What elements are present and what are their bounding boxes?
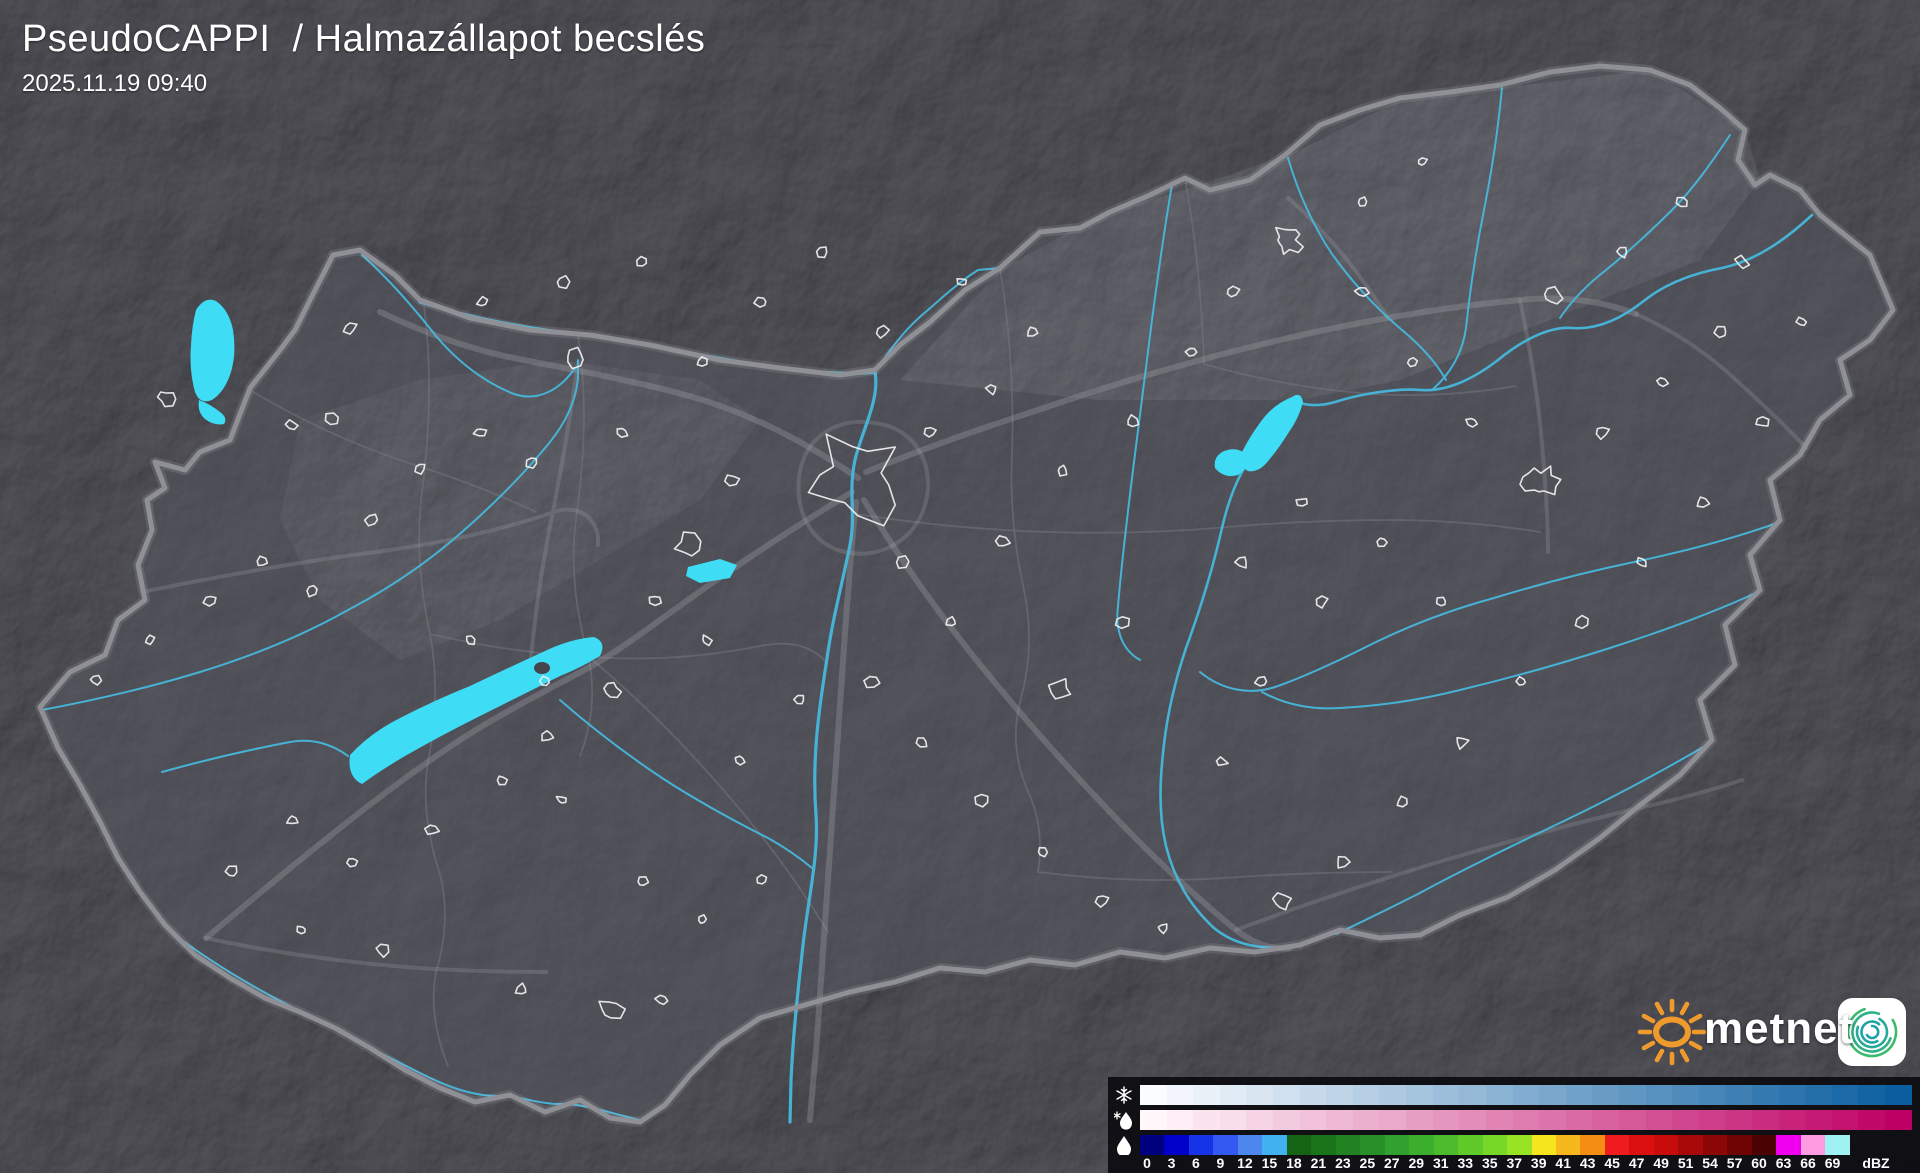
metnet-app-icon bbox=[1838, 998, 1906, 1066]
metnet-logo bbox=[1637, 998, 1906, 1066]
snowflake-icon bbox=[1108, 1086, 1140, 1104]
motorway-m3 bbox=[863, 295, 1639, 475]
unit-label: dBZ bbox=[1862, 1155, 1890, 1171]
legend-row-rain bbox=[1108, 1135, 1920, 1155]
tick-label: 31 bbox=[1432, 1155, 1449, 1171]
city-outlines bbox=[89, 157, 1808, 1020]
tick-label: 37 bbox=[1506, 1155, 1523, 1171]
tick-label: 45 bbox=[1604, 1155, 1620, 1171]
tick-label: 33 bbox=[1457, 1155, 1474, 1171]
tick-label: 12 bbox=[1237, 1155, 1253, 1171]
river-sio bbox=[559, 699, 813, 869]
river-sajo bbox=[1287, 157, 1447, 381]
tick-label: 29 bbox=[1408, 1155, 1425, 1171]
tick-label: 21 bbox=[1310, 1155, 1327, 1171]
river-zagyva bbox=[1116, 184, 1173, 661]
header: PseudoCAPPI / Halmazállapot becslés 2025… bbox=[22, 18, 705, 98]
tick-label: 57 bbox=[1726, 1155, 1743, 1171]
tick-label: 54 bbox=[1702, 1155, 1718, 1171]
motorway-m6 bbox=[807, 499, 859, 1123]
tick-label: 69 bbox=[1824, 1155, 1841, 1171]
tick-label: 6 bbox=[1192, 1155, 1200, 1171]
river-koros-2 bbox=[1261, 591, 1759, 710]
sleet-icon bbox=[1108, 1110, 1140, 1130]
lake-balaton bbox=[349, 637, 603, 784]
river-raba bbox=[41, 359, 579, 711]
legend-panel: 0 3 6 9 12 15 18 21 23 25 27 29 31 33 35 37 39 41 43 45 47 49… bbox=[1108, 1077, 1920, 1173]
river-mosoni-duna bbox=[361, 254, 576, 398]
tick-label: 27 bbox=[1384, 1155, 1400, 1171]
tick-label: 66 bbox=[1800, 1155, 1816, 1171]
tick-label: 60 bbox=[1751, 1155, 1767, 1171]
tick-label: 35 bbox=[1481, 1155, 1498, 1171]
tick-label: 0 bbox=[1143, 1155, 1151, 1171]
tick-label: 47 bbox=[1628, 1155, 1645, 1171]
metnet-logo-text: metnet bbox=[1704, 1004, 1855, 1053]
snow-scale-bar bbox=[1140, 1085, 1912, 1105]
tick-label: 9 bbox=[1216, 1155, 1225, 1171]
lake-ferto bbox=[190, 299, 235, 402]
river-zala bbox=[161, 739, 349, 773]
river-koros-1 bbox=[1199, 521, 1781, 692]
tick-label: 41 bbox=[1555, 1155, 1571, 1171]
motorway-m5 bbox=[861, 497, 1293, 952]
river-hernad bbox=[1431, 87, 1503, 391]
lakes bbox=[190, 299, 1303, 784]
tick-label: 15 bbox=[1261, 1155, 1278, 1171]
tick-label: 3 bbox=[1167, 1155, 1176, 1171]
tick-label: 23 bbox=[1335, 1155, 1351, 1171]
page-title: PseudoCAPPI / Halmazállapot becslés bbox=[22, 18, 706, 60]
tick-label: 49 bbox=[1653, 1155, 1669, 1171]
sun-icon bbox=[1637, 998, 1707, 1066]
tihany-notch bbox=[534, 662, 550, 674]
tick-label: 63 bbox=[1775, 1155, 1792, 1171]
tick-label: 39 bbox=[1530, 1155, 1547, 1171]
timestamp: 2025.11.19 09:40 bbox=[22, 70, 208, 97]
legend-scale-ticks: 0 3 6 9 12 15 18 21 23 25 27 29 31 33 35 37 39 41 43 45 47 49… bbox=[1140, 1155, 1920, 1173]
legend-row-snow bbox=[1108, 1085, 1920, 1105]
lake-tisza-sw bbox=[1214, 449, 1248, 477]
motorway-m1 bbox=[377, 309, 861, 481]
tick-label: 51 bbox=[1677, 1155, 1694, 1171]
lake-tisza bbox=[1240, 394, 1303, 472]
tick-label: 43 bbox=[1579, 1155, 1596, 1171]
river-maros bbox=[1335, 741, 1713, 935]
lake-velence bbox=[686, 559, 737, 583]
tick-label: 25 bbox=[1359, 1155, 1376, 1171]
metnet-branding: metnet bbox=[1630, 988, 1910, 1080]
budapest-outline bbox=[807, 433, 897, 527]
river-bodrog bbox=[1559, 134, 1731, 319]
legend-row-sleet bbox=[1108, 1110, 1920, 1130]
raindrop-icon bbox=[1108, 1135, 1140, 1155]
tick-label: 18 bbox=[1286, 1155, 1302, 1171]
rain-scale-bar bbox=[1140, 1135, 1850, 1155]
sleet-scale-bar bbox=[1140, 1110, 1912, 1130]
lake-ferto-tail bbox=[198, 400, 226, 425]
